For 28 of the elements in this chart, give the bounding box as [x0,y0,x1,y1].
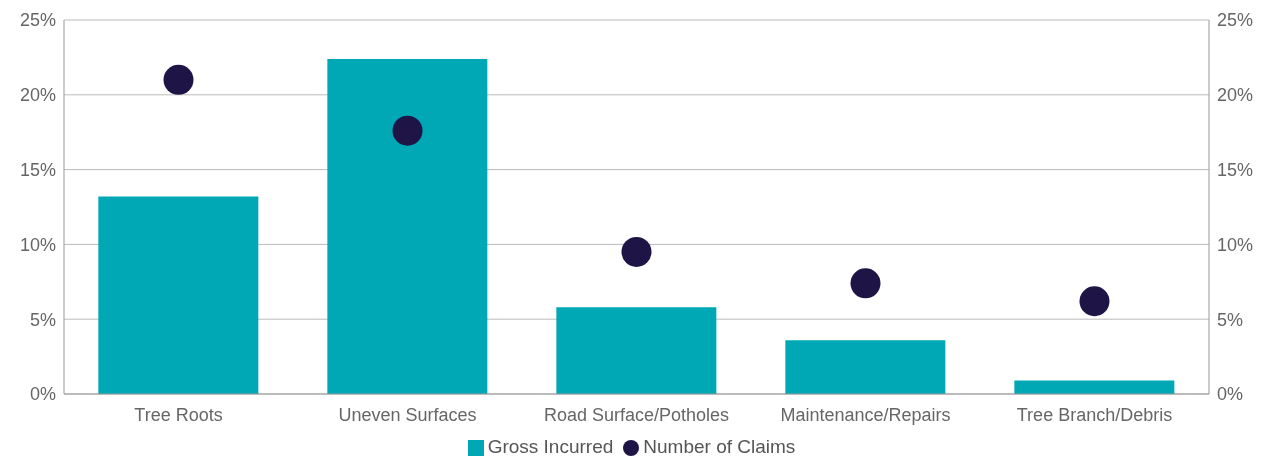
y2-tick-label: 20% [1217,85,1254,106]
bar [556,307,717,394]
x-tick-label: Maintenance/Repairs [780,404,951,425]
point [1079,286,1110,317]
x-tick-label: Road Surface/Potholes [543,404,730,425]
y2-tick-label: 10% [1217,234,1254,255]
point [621,236,652,267]
y-tick-label: 5% [29,309,56,330]
legend-label: Gross Incurred [487,436,614,457]
y2-tick-label: 25% [1217,10,1254,31]
point [163,64,194,95]
y2-tick-label: 0% [1217,384,1244,405]
bar [98,196,259,394]
y-tick-label: 10% [19,234,56,255]
y-tick-label: 20% [19,85,56,106]
y2-tick-label: 5% [1217,309,1244,330]
x-tick-label: Uneven Surfaces [338,404,477,425]
x-tick-label: Tree Roots [134,404,223,425]
x-tick-label: Tree Branch/Debris [1016,404,1173,425]
y2-tick-label: 15% [1217,159,1254,180]
bar [785,340,946,394]
legend-label: Number of Claims [643,436,796,457]
y-tick-label: 0% [29,384,56,405]
point [850,268,881,299]
y-tick-label: 25% [19,10,56,31]
y-tick-label: 15% [19,159,56,180]
bar [327,58,488,394]
point [392,115,423,146]
